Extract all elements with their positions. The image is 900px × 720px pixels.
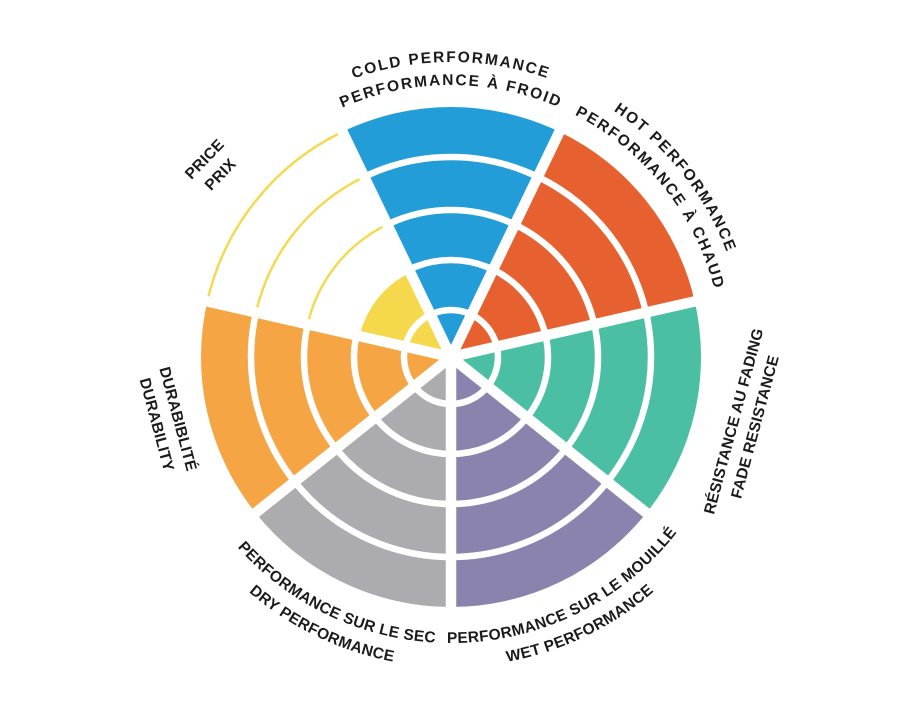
sector-gap-line: [449, 294, 704, 363]
sector-dry-performance: [255, 357, 451, 607]
sector-cold-performance: [342, 107, 560, 358]
sector-gap-line: [198, 294, 453, 363]
sector-wet-performance: [451, 357, 647, 607]
sector-gap-line: [447, 352, 656, 522]
sector-hot-performance: [451, 131, 695, 357]
sector-gap-line: [334, 122, 456, 360]
sector-gap-line: [446, 122, 568, 360]
empty-ring-outline-price: [254, 175, 365, 313]
empty-ring-outline-price: [206, 130, 344, 302]
empty-ring-outline-price: [306, 223, 388, 325]
sector-fade-resistance: [451, 301, 701, 513]
sector-gap-line: [246, 352, 455, 522]
sector-durability: [201, 301, 451, 513]
